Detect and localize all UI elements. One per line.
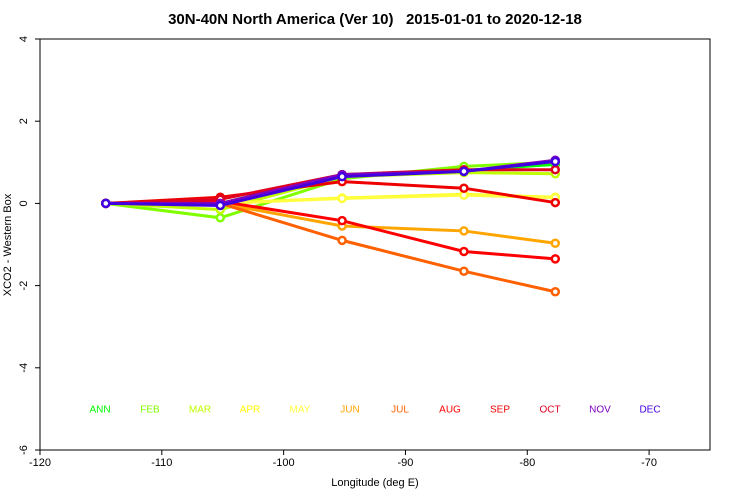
legend-label: SEP [490, 405, 510, 416]
x-tick-label: -120 [29, 457, 51, 469]
point [459, 166, 469, 177]
point [550, 254, 561, 264]
y-axis-label: XCO2 - Western Box [2, 193, 14, 296]
legend-label: JUL [391, 405, 409, 416]
x-tick-label: -100 [273, 457, 295, 469]
point [337, 235, 347, 246]
point [337, 171, 347, 182]
point [459, 246, 469, 257]
legend-label: OCT [539, 405, 560, 416]
point [550, 197, 561, 208]
legend-label: NOV [589, 405, 611, 416]
series-line [105, 199, 556, 261]
point [215, 213, 226, 223]
y-tick-label: 0 [18, 200, 30, 206]
legend-label: DEC [639, 405, 660, 416]
y-tick-label: -2 [18, 281, 30, 291]
point [101, 198, 111, 209]
legend-label: APR [240, 405, 261, 416]
point [215, 200, 226, 211]
point [337, 215, 347, 226]
x-tick-label: -80 [519, 457, 535, 469]
point [459, 266, 469, 276]
point [550, 238, 561, 249]
point [550, 287, 561, 297]
x-tick-label: -70 [641, 457, 657, 469]
series-line [105, 201, 556, 294]
y-tick-label: -4 [18, 363, 30, 373]
x-tick-label: -110 [151, 457, 172, 469]
point [550, 164, 561, 175]
y-tick-label: -6 [18, 445, 30, 455]
y-tick-label: 4 [18, 36, 30, 42]
x-tick-label: -90 [398, 457, 414, 469]
legend-label: MAR [189, 405, 211, 416]
point [459, 226, 469, 236]
point [459, 183, 469, 193]
plot-frame [39, 38, 711, 451]
legend-label: ANN [89, 405, 110, 416]
legend-label: FEB [140, 405, 160, 416]
legend-label: AUG [439, 405, 461, 416]
legend-label: MAY [290, 405, 311, 416]
x-axis-label: Longitude (deg E) [331, 477, 418, 489]
point [337, 193, 347, 204]
chart-title: 30N-40N North America (Ver 10) 2015-01-0… [168, 11, 582, 28]
y-tick-label: 2 [18, 118, 30, 124]
point [550, 156, 561, 167]
legend-label: JUN [340, 405, 359, 416]
